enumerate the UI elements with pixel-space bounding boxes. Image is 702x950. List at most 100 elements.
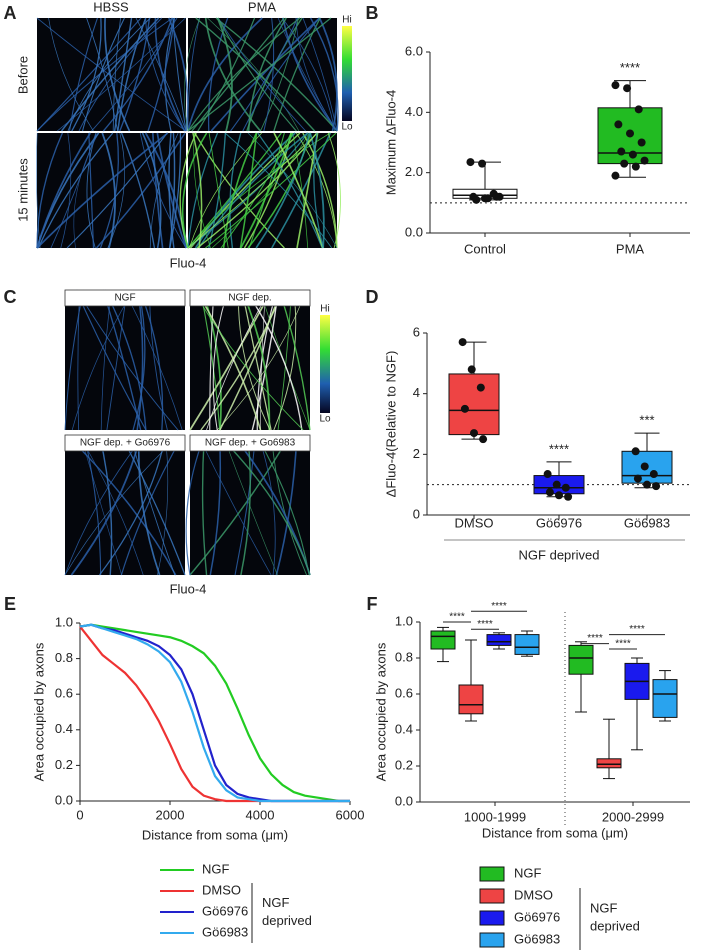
data-point: [552, 480, 561, 489]
axon: [217, 17, 297, 132]
micrograph: [65, 435, 185, 575]
axon: [318, 17, 338, 132]
y-tick-label: 6.0: [405, 43, 423, 58]
axon: [260, 17, 299, 132]
data-point: [543, 470, 552, 479]
axon: [101, 132, 116, 249]
data-point: [617, 147, 626, 156]
x-tick-label: DMSO: [455, 515, 494, 530]
y-tick-label: 4.0: [405, 104, 423, 119]
significance: ****: [620, 60, 640, 75]
data-point: [561, 483, 570, 492]
legend-entry: DMSO: [514, 887, 553, 902]
data-point: [472, 195, 481, 204]
axon: [36, 132, 41, 249]
axon: [164, 17, 176, 132]
axis-title: Before: [15, 56, 30, 94]
data-point: [555, 491, 563, 500]
data-point: [634, 105, 643, 114]
y-tick-label: 2.0: [405, 164, 423, 179]
box: [448, 373, 500, 436]
axon: [193, 289, 304, 431]
legend-swatch: [479, 866, 505, 882]
data-point: [467, 365, 476, 374]
y-tick-label: 1.0: [55, 614, 73, 629]
axon: [192, 132, 203, 249]
axon: [154, 17, 186, 132]
colorbar-label: Lo: [341, 122, 353, 133]
axon: [36, 132, 64, 249]
data-point: [458, 338, 467, 347]
y-tick-label: 0.4: [55, 721, 73, 736]
data-point: [637, 138, 646, 147]
axon: [145, 17, 186, 132]
panel-letter: B: [366, 3, 379, 23]
panel-letter: F: [367, 594, 378, 614]
panel-letter: C: [4, 287, 17, 307]
data-point: [479, 435, 488, 444]
legend-swatch: [479, 910, 505, 926]
series-line: [79, 623, 350, 803]
axis-title: Maximum ΔFluo-4: [383, 90, 398, 195]
significance: ****: [549, 441, 569, 456]
legend-entry: DMSO: [202, 882, 241, 897]
axon: [205, 132, 337, 249]
data-point: [495, 192, 504, 201]
data-point: [640, 462, 649, 471]
legend-group-label: deprived: [262, 913, 312, 928]
data-point: [626, 129, 634, 138]
axon: [73, 132, 99, 249]
legend-entry: Gö6983: [202, 924, 248, 939]
box: [458, 684, 484, 715]
y-tick-label: 0.6: [395, 685, 413, 700]
x-tick-label: PMA: [616, 241, 645, 256]
x-tick-label: Gö6976: [536, 515, 582, 530]
axon: [36, 132, 92, 249]
axon: [263, 17, 275, 132]
data-point: [623, 84, 632, 93]
axon: [273, 17, 321, 132]
axon: [189, 132, 301, 249]
axon: [71, 17, 102, 132]
y-tick-label: 2: [413, 446, 420, 461]
axon: [181, 132, 208, 249]
axon: [91, 17, 178, 132]
image-label: NGF dep. + Go6983: [205, 438, 296, 449]
legend-entry: Gö6983: [514, 931, 560, 946]
axon: [76, 289, 179, 431]
axon: [220, 132, 292, 249]
axon: [50, 132, 97, 249]
axon: [184, 17, 201, 132]
caption: Fluo-4: [170, 255, 207, 270]
axon: [302, 17, 338, 132]
data-point: [652, 482, 661, 491]
data-point: [643, 480, 651, 489]
axon: [210, 17, 321, 132]
axon: [215, 17, 338, 132]
data-point: [564, 492, 573, 501]
y-tick-label: 0.4: [395, 721, 413, 736]
data-point: [628, 150, 637, 159]
data-point: [620, 159, 629, 168]
axon: [36, 132, 169, 249]
y-tick-label: 0: [413, 506, 420, 521]
axon: [255, 132, 311, 249]
axon: [224, 132, 333, 249]
axon: [48, 17, 94, 132]
y-tick-label: 1.0: [395, 613, 413, 628]
axon: [67, 17, 151, 132]
colorbar: [320, 315, 330, 413]
axon: [216, 17, 233, 132]
colorbar-label: Hi: [320, 304, 329, 315]
box: [596, 758, 622, 769]
panel-letter: D: [366, 287, 379, 307]
axon: [271, 132, 332, 249]
significance: ****: [615, 639, 631, 650]
data-point: [611, 81, 620, 90]
axon: [141, 132, 162, 249]
x-tick-label: 0: [76, 807, 83, 822]
colorbar: [342, 26, 352, 121]
x-tick-label: 4000: [246, 807, 275, 822]
axon: [273, 132, 324, 249]
